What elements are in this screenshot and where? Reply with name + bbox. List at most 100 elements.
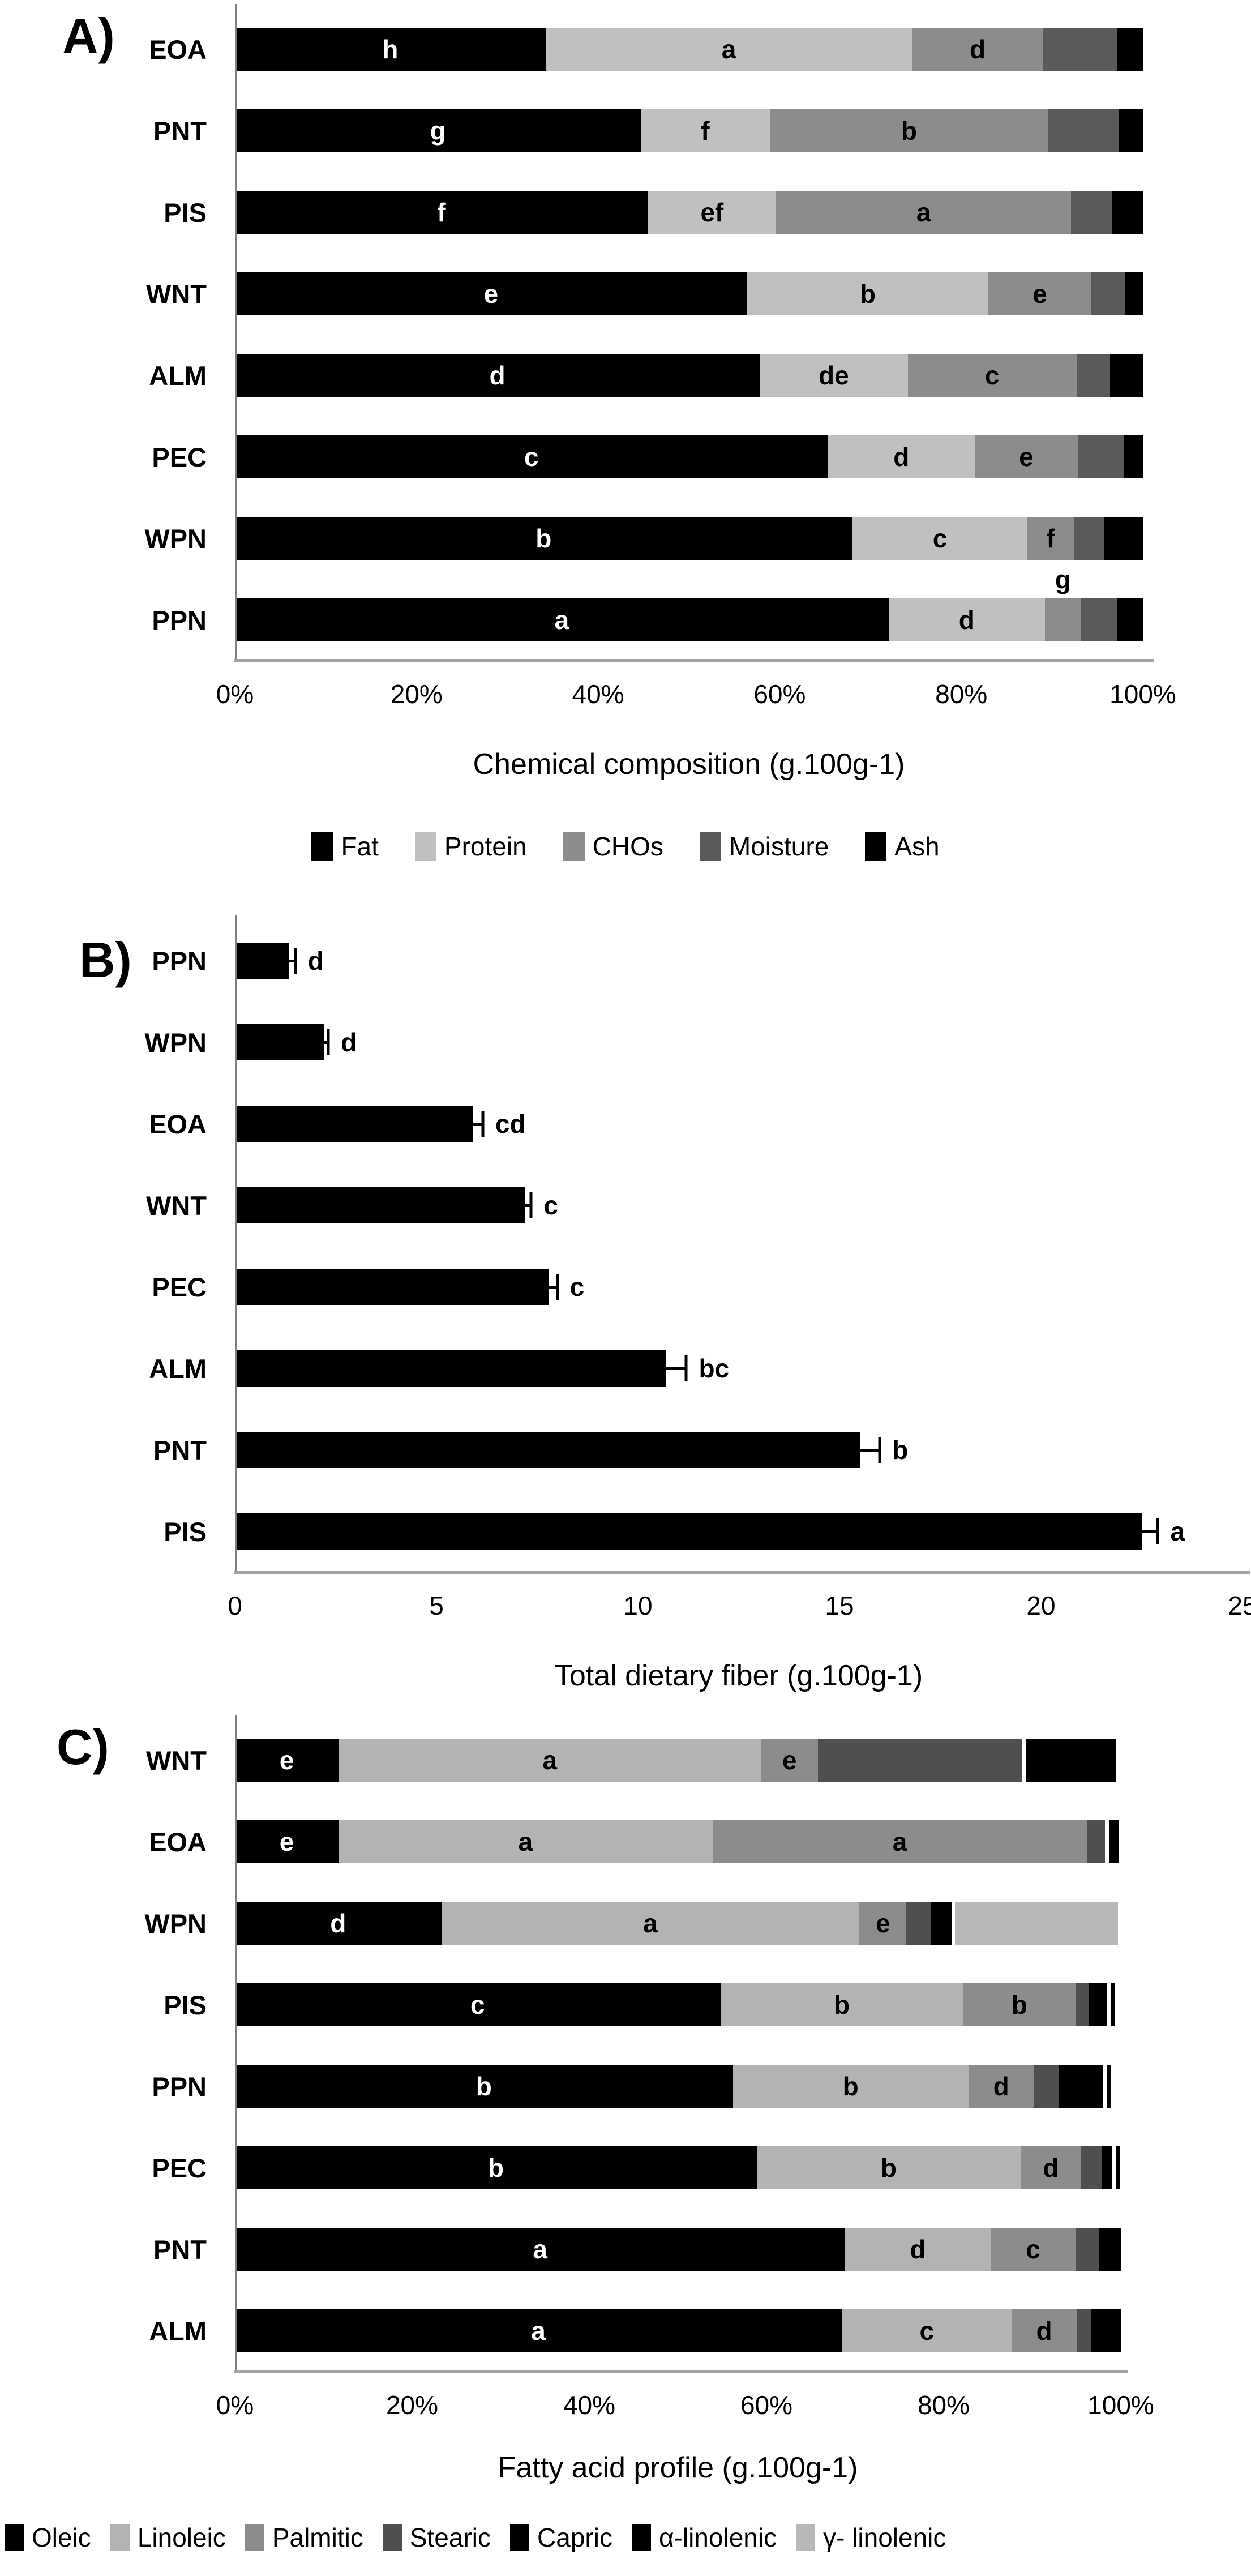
error-bar (323, 1041, 329, 1044)
sig-letter: e (1032, 279, 1047, 309)
category-label: ALM (149, 360, 207, 391)
bar-track: cd (235, 1083, 1243, 1165)
bar-segment-alpha-linolenic (1026, 1739, 1117, 1782)
x-axis: 0 5 10 15 20 25 (228, 1572, 1251, 1640)
category-label: PPN (152, 605, 207, 635)
tick-label: 40% (572, 679, 624, 709)
category-label: PIS (164, 197, 207, 228)
category-label: PPN (152, 945, 207, 976)
plot-area: PPN d WPN d EOA cd WNT c PEC c ALM bc PNT b PIS a (0, 915, 1251, 1574)
bar-row: ALM a c d (0, 2290, 1251, 2372)
bar-segment-fat: a (235, 598, 889, 641)
sig-letter: d (893, 442, 910, 472)
category-label: PEC (152, 2153, 207, 2183)
sig-letter: e (279, 1745, 294, 1775)
bar-row: PNT a d c (0, 2209, 1251, 2290)
bar-segment-fat: c (235, 435, 828, 478)
legend-label: Palmitic (272, 2523, 363, 2552)
stacked-bar: c d e (235, 435, 1143, 478)
segment-gap (1021, 1739, 1026, 1782)
axis-title: Chemical composition (g.100g-1) (473, 748, 905, 781)
legend-label: Linoleic (137, 2523, 226, 2552)
legend-swatch-oleic (5, 2524, 24, 2551)
bar-row: EOA e a a (0, 1801, 1251, 1882)
legend-label: α-linolenic (658, 2523, 777, 2552)
bar-segment-ash (1112, 191, 1143, 234)
sig-letter: h (382, 35, 399, 64)
bar-row: WNT c (0, 1165, 1251, 1246)
stacked-bar: d de c (235, 354, 1143, 397)
bar-segment-linoleic: b (732, 2065, 969, 2108)
legend-swatch-ash (865, 832, 887, 861)
legend-item-moisture: Moisture (699, 831, 829, 862)
sig-letter: d (1043, 2153, 1059, 2183)
sig-letter: a (1170, 1517, 1185, 1546)
category-label: WPN (144, 1908, 207, 1939)
legend-item-alpha-linolenic: α-linolenic (631, 2522, 777, 2553)
bar-segment-protein: a (545, 28, 912, 71)
legend: Oleic Linoleic Palmitic Stearic Capric α-lino… (0, 2499, 1251, 2576)
bar-segment-palmitic: a (712, 1820, 1087, 1863)
bar-segment-chos: b (769, 109, 1049, 152)
bar-segment-oleic: a (235, 2309, 842, 2352)
x-axis-line (234, 659, 1154, 662)
category-label: PNT (153, 115, 207, 146)
data-bar (235, 1350, 666, 1387)
bar-segment-oleic: a (235, 2228, 846, 2271)
sig-letter: a (542, 1745, 558, 1775)
bar-segment-ash (1124, 272, 1143, 315)
plot-area: WNT e a e EOA e a a WPN d a e PIS c b b PPN b b d PEC b b d PNT a… (0, 1715, 1251, 2373)
sig-letter: b (1011, 1990, 1027, 2019)
legend-swatch-gamma-linolenic (796, 2524, 816, 2551)
bar-segment-linoleic: a (441, 1902, 860, 1945)
bar-row: PPN g a d (0, 567, 1251, 661)
category-label: PIS (164, 1516, 207, 1547)
sig-letter: g (1055, 565, 1071, 594)
category-label: ALM (149, 1353, 207, 1384)
sig-letter: b (535, 524, 552, 553)
sig-letter: a (554, 605, 569, 635)
legend-label: γ- linolenic (823, 2523, 946, 2552)
legend-swatch-capric (510, 2524, 530, 2551)
tick-label: 80% (917, 2390, 970, 2420)
bar-segment-protein: d (828, 435, 975, 478)
sig-letter: a (518, 1827, 533, 1856)
sig-letter: d (958, 605, 975, 635)
bar-row: WPN d (0, 1002, 1251, 1083)
tick-label: 0% (216, 679, 254, 709)
legend-item-palmitic: Palmitic (245, 2522, 363, 2553)
error-bar-cap (294, 948, 297, 974)
bar-row: PNT g f b (0, 90, 1251, 172)
sig-letter: c (1026, 2235, 1040, 2264)
legend-item-fat: Fat (311, 831, 379, 862)
stacked-bar: f ef a (235, 191, 1143, 234)
bar-segment-ash (1118, 109, 1143, 152)
bar-segment-palmitic: b (963, 1983, 1076, 2026)
bar-segment-linoleic: b (720, 1983, 963, 2026)
bar-row: EOA h a d (0, 8, 1251, 90)
error-bar (549, 1286, 558, 1289)
sig-letter: ef (700, 198, 724, 227)
legend-item-chos: CHOs (563, 831, 663, 862)
error-bar (525, 1204, 532, 1207)
error-bar-cap (327, 1029, 330, 1055)
legend-item-stearic: Stearic (382, 2522, 491, 2553)
bar-segment-linoleic: c (842, 2309, 1012, 2352)
tick-label: 20% (385, 2390, 439, 2420)
bar-segment-linoleic: b (756, 2146, 1021, 2189)
data-bar (235, 1024, 324, 1060)
bar-segment-alpha-linolenic (1089, 1983, 1108, 2026)
error-bar-cap (529, 1192, 533, 1218)
